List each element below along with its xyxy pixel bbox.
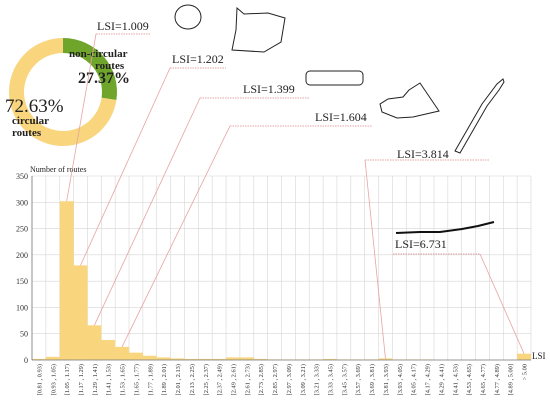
x-tick-label: > 5.00 xyxy=(522,364,529,380)
x-tick-label: [0.93 , 1.05) xyxy=(50,364,57,395)
bar-14 xyxy=(226,357,240,360)
bar-4 xyxy=(87,325,102,360)
rounded-rect-shape-icon xyxy=(305,70,364,86)
x-tick-label: [4.89 , 5.00] xyxy=(508,364,515,395)
y-tick-label: 50 xyxy=(20,330,28,339)
y-tick-label: 350 xyxy=(16,172,28,181)
bar-10 xyxy=(170,358,185,360)
y-axis-label: Number of routes xyxy=(30,165,86,174)
y-tick-label: 300 xyxy=(16,198,28,207)
bar-11 xyxy=(184,358,199,360)
donut-slice-1 xyxy=(63,38,117,101)
x-tick-label: [0.81 , 0.93) xyxy=(36,364,43,395)
x-tick-label: [4.29 , 4.41) xyxy=(438,364,445,395)
x-tick-label: [3.45 , 3.57) xyxy=(341,364,348,395)
bar-16 xyxy=(253,358,268,360)
x-tick-label: [2.01 , 2.13) xyxy=(175,364,182,395)
x-tick-label: [1.41 , 1.53) xyxy=(106,364,113,395)
bar-5 xyxy=(101,340,116,360)
x-tick-label: [3.69 , 3.81) xyxy=(369,364,376,395)
noncircular-label-line1: non-circular xyxy=(69,48,128,60)
x-tick-label: [2.85 , 2.97) xyxy=(272,364,279,395)
y-tick-labels: 0 50 100 150 200 250 300 350 xyxy=(16,172,28,365)
bar-1 xyxy=(45,356,60,360)
annotation-leader-line xyxy=(364,159,386,359)
x-tick-label: [4.17 , 4.29) xyxy=(425,364,432,395)
x-tick-label: [3.21 , 3.33) xyxy=(314,364,321,395)
x-tick-label: [4.53 , 4.65) xyxy=(466,364,473,395)
y-tick-label: 100 xyxy=(16,303,28,312)
annotation-label-1: LSI=1.009 xyxy=(97,19,149,33)
y-tick-label: 250 xyxy=(16,225,28,234)
x-axis-label: LSI xyxy=(532,351,546,361)
bar-13 xyxy=(212,358,227,360)
bar-9 xyxy=(156,357,171,360)
grid xyxy=(31,175,532,361)
x-tick-labels: [0.81 , 0.93) [0.93 , 1.05) [1.05 , 1.17) [… xyxy=(36,364,528,395)
x-tick-label: [3.09 , 3.21) xyxy=(300,364,307,395)
bar-7 xyxy=(129,352,143,360)
bar-12 xyxy=(198,358,213,360)
x-tick-label: [2.97 , 3.09) xyxy=(286,364,293,395)
y-tick-label: 200 xyxy=(16,251,28,260)
annotation-leader-line xyxy=(80,67,171,266)
x-tick-label: [3.81 , 3.93) xyxy=(383,364,390,395)
x-tick-label: [4.41 , 4.53) xyxy=(452,364,459,395)
y-tick-label: 0 xyxy=(24,356,28,365)
annotation-label-2: LSI=1.202 xyxy=(172,52,224,66)
x-tick-label: [2.13 , 2.25) xyxy=(189,364,196,395)
x-tick-label: [1.77 , 1.89) xyxy=(147,364,154,395)
x-tick-label: [1.17 , 1.29) xyxy=(78,364,85,395)
circle-shape-icon xyxy=(174,4,202,30)
noncircular-percent-label: 27.37% xyxy=(78,70,130,87)
bar-0 xyxy=(32,358,46,360)
bar-35 xyxy=(517,353,531,360)
x-tick-label: [1.53 , 1.65) xyxy=(120,364,127,395)
x-tick-label: [2.61 , 2.73) xyxy=(244,364,251,395)
annotation-leader-line xyxy=(121,125,231,348)
annotation-label-6: LSI=6.731 xyxy=(395,237,447,251)
bar-2 xyxy=(59,201,74,360)
bar-6 xyxy=(115,346,130,360)
circular-percent-label: 72.63% xyxy=(5,96,64,117)
annotation-label-3: LSI=1.399 xyxy=(243,82,295,96)
noncircular-label-line2: routes xyxy=(95,60,125,72)
x-tick-label: [2.73 , 2.85) xyxy=(258,364,265,395)
x-tick-label: [1.89 , 2.01) xyxy=(161,364,168,395)
x-tick-label: [4.77 , 4.89) xyxy=(494,364,501,395)
x-tick-label: [2.37 , 2.49) xyxy=(217,364,224,395)
bar-15 xyxy=(239,357,254,360)
bar-25 xyxy=(378,358,393,360)
annotation-leader-line xyxy=(66,33,97,202)
elongated-strip-shape-icon xyxy=(454,78,505,154)
donut-chart xyxy=(9,38,117,147)
x-tick-label: [1.29 , 1.41) xyxy=(92,364,99,395)
x-tick-label: [1.05 , 1.17) xyxy=(64,364,71,395)
x-tick-label: [3.33 , 3.45) xyxy=(328,364,335,395)
x-tick-label: [3.93 , 4.05) xyxy=(397,364,404,395)
x-tick-label: [3.57 , 3.69) xyxy=(355,364,362,395)
annotation-label-4: LSI=1.604 xyxy=(315,110,367,124)
axes xyxy=(31,176,531,361)
annotation-leader-line xyxy=(479,253,525,354)
polygon-shape-icon xyxy=(231,6,286,53)
x-tick-label: [4.65 , 4.77) xyxy=(480,364,487,395)
x-tick-label: [1.65 , 1.77) xyxy=(133,364,140,395)
bar-3 xyxy=(73,265,88,360)
circular-label-line1: circular xyxy=(12,115,49,127)
x-tick-label: [4.05 , 4.17) xyxy=(411,364,418,395)
bar-8 xyxy=(142,355,157,360)
circular-label-line2: routes xyxy=(12,127,42,139)
annotation-leaders xyxy=(66,33,525,359)
annotation-leader-line xyxy=(94,97,201,326)
x-tick-label: [2.25 , 2.37) xyxy=(203,364,210,395)
irregular-shape-icon xyxy=(379,82,440,119)
bar-21 xyxy=(323,358,337,360)
x-tick-label: [2.49 , 2.61) xyxy=(230,364,237,395)
line-route-shape-icon xyxy=(395,221,495,234)
y-tick-label: 150 xyxy=(16,277,28,286)
annotation-label-5: LSI=3.814 xyxy=(397,147,449,161)
